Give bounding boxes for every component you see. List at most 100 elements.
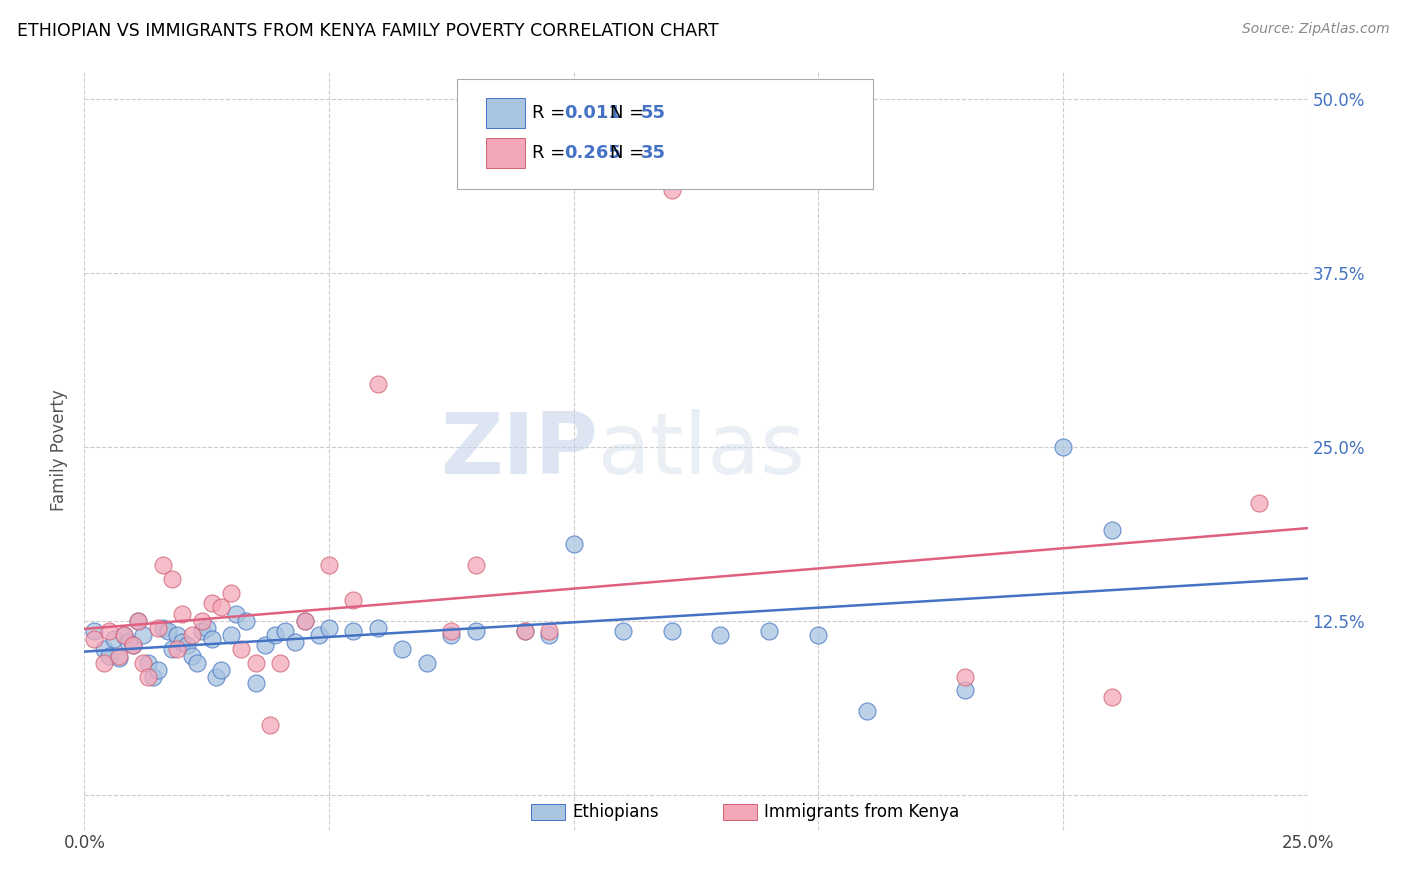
Point	[807, 628, 830, 642]
Point	[127, 614, 149, 628]
Point	[1101, 524, 1123, 538]
Point	[259, 718, 281, 732]
Point	[219, 628, 242, 642]
Point	[112, 628, 135, 642]
Point	[172, 607, 194, 621]
Y-axis label: Family Poverty: Family Poverty	[51, 390, 69, 511]
Point	[209, 663, 232, 677]
Point	[562, 537, 585, 551]
Point	[235, 614, 257, 628]
Point	[186, 656, 208, 670]
Text: 55: 55	[641, 104, 666, 122]
Point	[107, 651, 129, 665]
Point	[440, 624, 463, 638]
Point	[122, 638, 145, 652]
Point	[254, 638, 277, 652]
Text: 0.265: 0.265	[564, 145, 620, 162]
Point	[284, 634, 307, 648]
Point	[205, 669, 228, 683]
Point	[209, 599, 232, 614]
Point	[367, 621, 389, 635]
FancyBboxPatch shape	[485, 98, 524, 128]
Point	[191, 624, 214, 638]
Point	[661, 624, 683, 638]
Point	[172, 634, 194, 648]
Point	[612, 624, 634, 638]
Point	[294, 614, 316, 628]
Point	[162, 572, 184, 586]
Text: N =: N =	[610, 104, 651, 122]
Point	[318, 621, 340, 635]
Point	[93, 656, 115, 670]
Point	[245, 656, 267, 670]
Point	[127, 614, 149, 628]
FancyBboxPatch shape	[485, 138, 524, 169]
Point	[856, 704, 879, 718]
Point	[342, 624, 364, 638]
Point	[132, 656, 155, 670]
Point	[709, 628, 731, 642]
Point	[136, 669, 159, 683]
Point	[107, 648, 129, 663]
Point	[83, 624, 105, 638]
Point	[294, 614, 316, 628]
Point	[97, 648, 120, 663]
Point	[953, 683, 976, 698]
Text: ZIP: ZIP	[440, 409, 598, 492]
Text: R =: R =	[531, 104, 571, 122]
Point	[513, 624, 536, 638]
Point	[152, 621, 174, 635]
Point	[146, 663, 169, 677]
Point	[136, 656, 159, 670]
Point	[152, 558, 174, 573]
Text: Immigrants from Kenya: Immigrants from Kenya	[765, 803, 960, 822]
Point	[93, 641, 115, 656]
Point	[538, 624, 561, 638]
Point	[166, 641, 188, 656]
Text: 0.011: 0.011	[564, 104, 620, 122]
Point	[103, 632, 125, 646]
Point	[308, 628, 330, 642]
Point	[225, 607, 247, 621]
Point	[1247, 495, 1270, 509]
Point	[195, 621, 218, 635]
Point	[181, 628, 204, 642]
Text: atlas: atlas	[598, 409, 806, 492]
Point	[146, 621, 169, 635]
Point	[122, 638, 145, 652]
Point	[440, 628, 463, 642]
Text: R =: R =	[531, 145, 571, 162]
Point	[83, 632, 105, 646]
Point	[513, 624, 536, 638]
Point	[318, 558, 340, 573]
FancyBboxPatch shape	[531, 804, 565, 821]
Point	[97, 624, 120, 638]
Text: Source: ZipAtlas.com: Source: ZipAtlas.com	[1241, 22, 1389, 37]
Point	[200, 596, 222, 610]
Point	[191, 614, 214, 628]
Point	[142, 669, 165, 683]
Text: Ethiopians: Ethiopians	[572, 803, 659, 822]
Point	[342, 593, 364, 607]
Point	[464, 624, 486, 638]
Point	[112, 628, 135, 642]
Point	[464, 558, 486, 573]
Text: N =: N =	[610, 145, 651, 162]
Point	[269, 656, 291, 670]
Point	[229, 641, 252, 656]
Point	[200, 632, 222, 646]
Point	[391, 641, 413, 656]
FancyBboxPatch shape	[723, 804, 758, 821]
Point	[245, 676, 267, 690]
Point	[416, 656, 439, 670]
Point	[953, 669, 976, 683]
Point	[132, 628, 155, 642]
Point	[181, 648, 204, 663]
Point	[264, 628, 287, 642]
Point	[758, 624, 780, 638]
Point	[117, 634, 139, 648]
Point	[166, 628, 188, 642]
Point	[274, 624, 297, 638]
Point	[176, 638, 198, 652]
Text: ETHIOPIAN VS IMMIGRANTS FROM KENYA FAMILY POVERTY CORRELATION CHART: ETHIOPIAN VS IMMIGRANTS FROM KENYA FAMIL…	[17, 22, 718, 40]
